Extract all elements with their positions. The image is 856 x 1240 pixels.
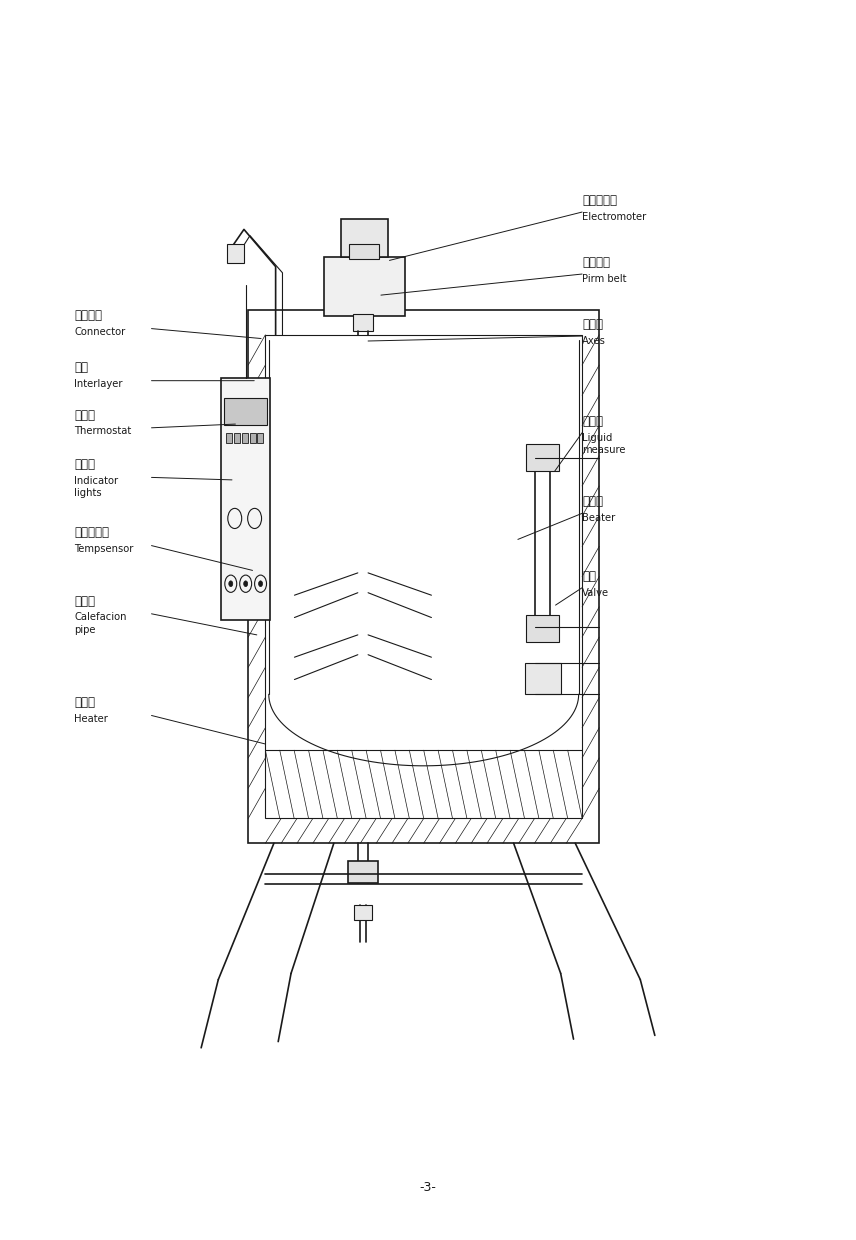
Text: Tempsensor: Tempsensor — [74, 544, 134, 554]
Text: 加热器: 加热器 — [74, 697, 96, 709]
Text: 指示灯: 指示灯 — [74, 459, 96, 471]
Bar — [526, 444, 559, 471]
Circle shape — [259, 580, 263, 587]
Text: 加热管: 加热管 — [74, 595, 96, 608]
Text: 夹层: 夹层 — [74, 362, 88, 374]
Bar — [258, 433, 264, 443]
Text: 顶压螺丝: 顶压螺丝 — [582, 257, 610, 269]
Bar — [353, 314, 373, 331]
Bar — [250, 433, 256, 443]
Bar — [525, 663, 561, 694]
Text: -3-: -3- — [419, 1182, 437, 1194]
Text: lights: lights — [74, 489, 102, 498]
Text: measure: measure — [582, 445, 626, 455]
Text: Interlayer: Interlayer — [74, 379, 123, 389]
Text: Valve: Valve — [582, 588, 609, 598]
Text: 连接插头: 连接插头 — [74, 310, 103, 322]
Bar — [348, 861, 378, 883]
Text: Calefacion: Calefacion — [74, 613, 127, 622]
Bar — [341, 219, 388, 257]
Bar — [349, 244, 379, 259]
Circle shape — [244, 580, 247, 587]
Text: Indicator: Indicator — [74, 476, 119, 486]
Text: 温度传感器: 温度传感器 — [74, 527, 110, 539]
Bar — [241, 433, 247, 443]
Bar — [224, 398, 267, 425]
Text: 调速电动机: 调速电动机 — [582, 195, 617, 207]
Bar — [226, 433, 232, 443]
Text: Electromoter: Electromoter — [582, 212, 646, 222]
Bar — [234, 433, 240, 443]
Text: Thermostat: Thermostat — [74, 427, 132, 436]
Bar — [354, 905, 372, 920]
Text: Heater: Heater — [74, 714, 109, 724]
Text: pipe: pipe — [74, 625, 96, 635]
Text: 搞拌轴: 搞拌轴 — [582, 319, 603, 331]
Text: 温控仳: 温控仳 — [74, 409, 96, 422]
Text: 搞拌架: 搞拌架 — [582, 496, 603, 508]
Bar — [248, 310, 599, 843]
Bar — [227, 244, 244, 263]
Bar — [265, 335, 582, 818]
Text: Beater: Beater — [582, 513, 615, 523]
Bar — [221, 378, 270, 620]
Text: Pirm belt: Pirm belt — [582, 274, 627, 284]
Circle shape — [229, 580, 233, 587]
Text: 液位计: 液位计 — [582, 415, 603, 428]
Bar — [324, 257, 405, 316]
Text: Connector: Connector — [74, 327, 126, 337]
Text: Axes: Axes — [582, 336, 606, 346]
Bar — [526, 615, 559, 642]
Text: Liguid: Liguid — [582, 433, 612, 443]
Text: 阀门: 阀门 — [582, 570, 596, 583]
